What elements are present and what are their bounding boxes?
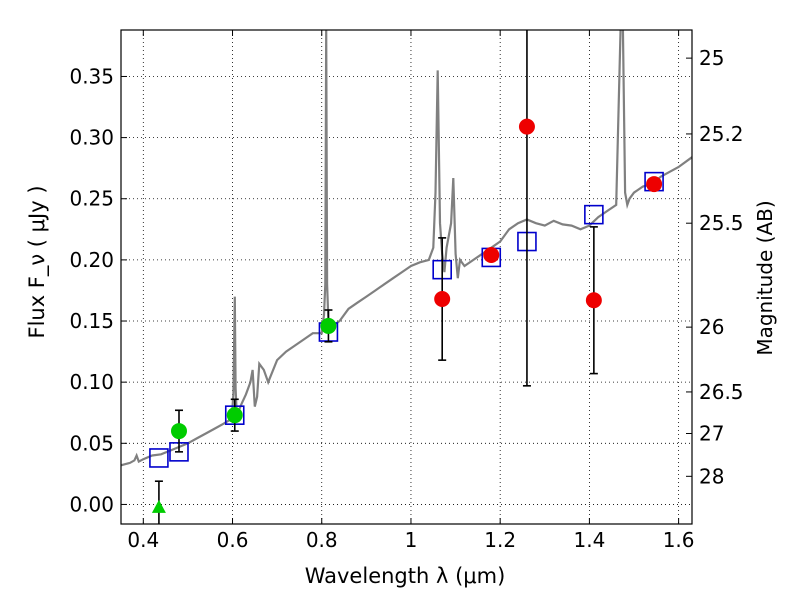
right-tick-label: 26.5 (699, 380, 744, 404)
right-tick-label: 25.2 (699, 122, 744, 146)
right-tick-label: 27 (699, 422, 724, 446)
x-tick-label: 0.8 (306, 528, 338, 552)
axes-frame (120, 29, 693, 525)
right-axis-ticks: 25 25.2 25.5 26 26.5 27 28 (686, 46, 744, 488)
series-filled-circle-4 (434, 30, 663, 387)
y-tick-label: 0.05 (69, 431, 114, 455)
right-tick-label: 25.5 (699, 211, 744, 235)
x-axis-ticks: 0.4 0.6 0.8 1 1.2 1.4 1.6 (127, 30, 695, 552)
upper-limit-triangle (151, 499, 166, 513)
x-tick-label: 1.2 (484, 528, 516, 552)
y-tick-label: 0.30 (69, 126, 114, 150)
right-tick-label: 26 (699, 315, 724, 339)
y-axis-label: Flux F_ν ( μJy ) (25, 185, 50, 338)
right-tick-label: 28 (699, 464, 724, 488)
nir-point (518, 118, 535, 135)
series-filled-triangle-3 (151, 480, 166, 524)
x-tick-label: 1.4 (573, 528, 605, 552)
x-axis-label: Wavelength λ (μm) (305, 564, 506, 588)
y-tick-label: 0.35 (69, 64, 114, 88)
axes-border (120, 29, 693, 525)
plot-area (121, 30, 692, 524)
nir-point (483, 246, 500, 263)
optical-point (320, 317, 337, 334)
optical-point (170, 423, 187, 440)
nir-point (646, 176, 663, 193)
y-tick-label: 0.15 (69, 309, 114, 333)
x-tick-label: 1.6 (663, 528, 695, 552)
y-axis-ticks: 0.00 0.05 0.10 0.15 0.20 0.25 0.30 0.35 (69, 64, 127, 516)
right-tick-label: 25 (699, 46, 724, 70)
right-axis-label: Magnitude (AB) (753, 200, 777, 355)
nir-point (434, 291, 451, 308)
optical-point (226, 407, 243, 424)
x-tick-label: 0.4 (127, 528, 159, 552)
sed-spectrum-line (121, 30, 692, 467)
series-line-0 (121, 30, 692, 467)
grid-lines (121, 30, 692, 524)
model-square-marker (149, 448, 169, 468)
y-tick-label: 0.00 (69, 492, 114, 516)
series-filled-circle-2 (170, 309, 337, 453)
x-tick-label: 1 (405, 528, 418, 552)
y-tick-label: 0.10 (69, 370, 114, 394)
y-tick-label: 0.25 (69, 187, 114, 211)
x-tick-label: 0.6 (217, 528, 249, 552)
nir-point (585, 292, 602, 309)
model-square-marker (584, 204, 604, 225)
y-tick-label: 0.20 (69, 248, 114, 272)
